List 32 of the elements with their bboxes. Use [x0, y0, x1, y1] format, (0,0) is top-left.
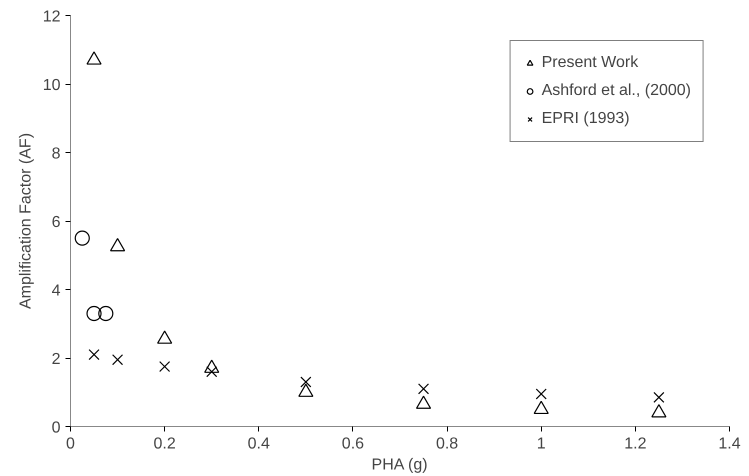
point: [159, 361, 170, 372]
x-tick-label: 0.6: [342, 436, 364, 452]
y-tick-label: 10: [42, 77, 61, 94]
point: [110, 238, 126, 252]
legend-label: Ashford et al., (2000): [542, 82, 691, 100]
x-axis-title: PHA (g): [372, 456, 428, 474]
legend-label: EPRI (1993): [542, 110, 630, 128]
y-tick-label: 12: [42, 8, 61, 26]
x-tick-label: 0.2: [154, 436, 176, 452]
point: [300, 376, 312, 388]
point: [86, 51, 102, 65]
y-tick-label: 8: [52, 146, 61, 162]
y-axis-title: Amplification Factor (AF): [18, 132, 35, 310]
x-tick-label: 0.4: [248, 436, 270, 452]
legend-label: Present Work: [542, 54, 638, 72]
point: [88, 349, 100, 360]
x-tick-label: 0.8: [436, 436, 458, 452]
y-tick-label: 6: [52, 214, 61, 231]
point: [98, 306, 114, 322]
point: [653, 392, 664, 403]
point: [536, 388, 547, 400]
y-tick-label: 4: [52, 282, 61, 300]
x-tick-label: 1.2: [624, 436, 647, 452]
y-tick-label: 2: [52, 351, 61, 368]
x-tick-label: 1: [536, 436, 546, 452]
y-tick-label: 0: [52, 420, 61, 436]
x-tick-label: 0: [66, 436, 76, 452]
point: [74, 230, 90, 246]
x-tick-label: 1.4: [718, 436, 741, 452]
point: [86, 306, 102, 322]
point: [112, 354, 124, 366]
point: [418, 383, 430, 394]
